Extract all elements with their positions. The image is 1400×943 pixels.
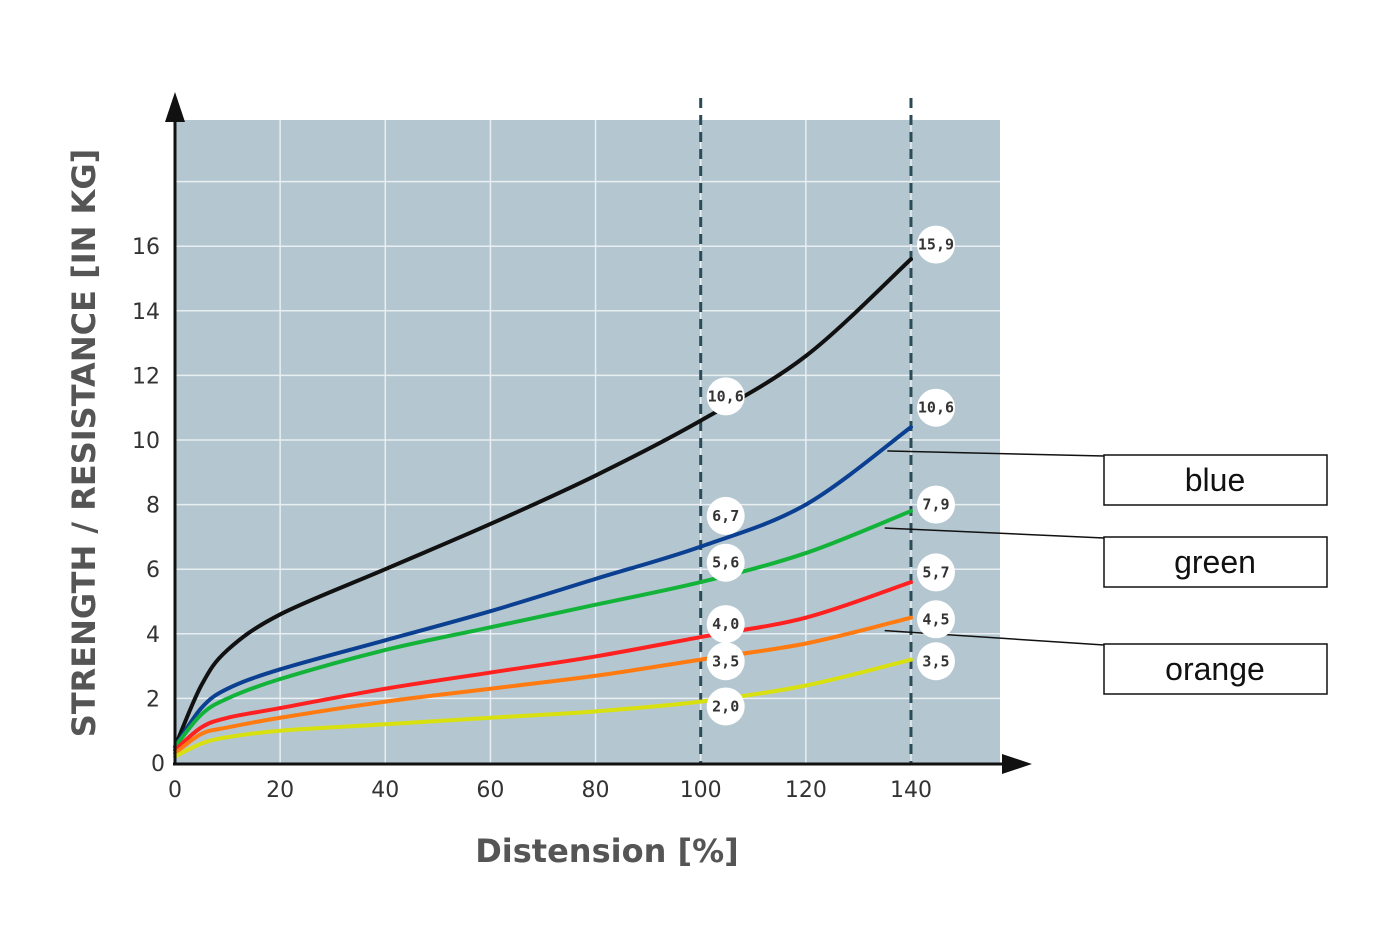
annotation-red-140: 5,7 <box>916 553 955 592</box>
x-tick-label: 20 <box>266 778 294 803</box>
annotation-bubble <box>916 600 955 639</box>
callout-orange: orange <box>884 629 1328 695</box>
annotation-orange-140: 4,5 <box>916 600 955 639</box>
annotation-yellow-140: 3,5 <box>916 642 955 681</box>
callout-leader-line <box>884 629 1105 646</box>
x-tick-label: 60 <box>476 778 504 803</box>
callout-label: green <box>1174 544 1256 580</box>
annotation-orange-100: 3,5 <box>706 642 745 681</box>
callout-leader-line <box>887 450 1105 457</box>
series-lines <box>173 257 913 759</box>
y-tick-label: 10 <box>132 429 160 454</box>
annotation-bubble <box>706 496 745 535</box>
x-tick-label: 0 <box>168 778 182 803</box>
annotation-bubble <box>706 642 745 681</box>
annotation-blue-100: 6,7 <box>706 496 745 535</box>
annotation-label: 3,5 <box>922 652 949 670</box>
annotation-bubble <box>706 543 745 582</box>
annotation-label: 5,7 <box>922 563 949 581</box>
callout-blue: blue <box>887 450 1328 506</box>
series-line-blue <box>173 425 913 749</box>
annotation-bubble <box>916 553 955 592</box>
annotation-label: 4,0 <box>712 615 739 633</box>
annotation-label: 4,5 <box>922 610 949 628</box>
callout-leader-line <box>884 527 1105 539</box>
y-axis-label: STRENGTH / RESISTANCE [IN KG] <box>65 149 103 737</box>
x-tick-label: 120 <box>785 778 827 803</box>
y-tick-label: 12 <box>132 364 160 389</box>
annotation-label: 6,7 <box>712 507 739 525</box>
x-tick-label: 40 <box>371 778 399 803</box>
series-line-black <box>173 257 913 749</box>
y-tick-label: 6 <box>146 558 160 583</box>
annotation-label: 3,5 <box>712 652 739 670</box>
series-line-red <box>173 580 913 753</box>
callout-label: orange <box>1165 651 1265 687</box>
y-tick-label: 4 <box>146 623 160 648</box>
annotation-bubble <box>706 605 745 644</box>
callout-box <box>1103 454 1328 506</box>
x-axis-label: Distension [%] <box>475 832 739 870</box>
series-line-yellow <box>173 657 913 759</box>
series-line-orange <box>173 615 913 756</box>
series-line-green <box>173 509 913 749</box>
annotation-bubble <box>706 687 745 726</box>
callout-box <box>1103 536 1328 588</box>
y-tick-label: 16 <box>132 235 160 260</box>
annotation-yellow-100: 2,0 <box>706 687 745 726</box>
annotations: 10,6 15,9 6,7 10,6 5,6 7,9 4,0 5,7 3,5 4,5 2,0 3,5 <box>706 225 955 726</box>
x-axis-arrow <box>1002 754 1032 774</box>
annotation-label: 5,6 <box>712 554 739 572</box>
annotation-bubble <box>916 388 955 427</box>
annotation-label: 10,6 <box>918 399 954 417</box>
annotation-bubble <box>916 642 955 681</box>
x-tick-label: 80 <box>582 778 610 803</box>
annotation-label: 2,0 <box>712 697 739 715</box>
annotation-blue-140: 10,6 <box>916 388 955 427</box>
plot-background <box>175 120 1000 763</box>
callout-label: blue <box>1185 462 1246 498</box>
x-tick-label: 100 <box>680 778 722 803</box>
callouts: blue green orange <box>884 450 1328 695</box>
annotation-black-100: 10,6 <box>706 377 745 416</box>
axes <box>165 92 1032 774</box>
annotation-label: 10,6 <box>708 387 744 405</box>
annotation-bubble <box>916 225 955 264</box>
annotation-black-140: 15,9 <box>916 225 955 264</box>
y-tick-label: 8 <box>146 494 160 519</box>
y-tick-label: 14 <box>132 300 160 325</box>
callout-box <box>1103 643 1328 695</box>
y-tick-label: 2 <box>146 687 160 712</box>
annotation-label: 15,9 <box>918 236 954 254</box>
annotation-bubble <box>706 377 745 416</box>
callout-green: green <box>884 527 1328 588</box>
reference-lines <box>699 98 913 763</box>
annotation-red-100: 4,0 <box>706 605 745 644</box>
annotation-green-100: 5,6 <box>706 543 745 582</box>
annotation-green-140: 7,9 <box>916 485 955 524</box>
x-tick-label: 140 <box>890 778 932 803</box>
annotation-bubble <box>916 485 955 524</box>
y-axis-arrow <box>165 92 185 122</box>
y-tick-label: 0 <box>151 752 165 777</box>
annotation-label: 7,9 <box>922 496 949 514</box>
